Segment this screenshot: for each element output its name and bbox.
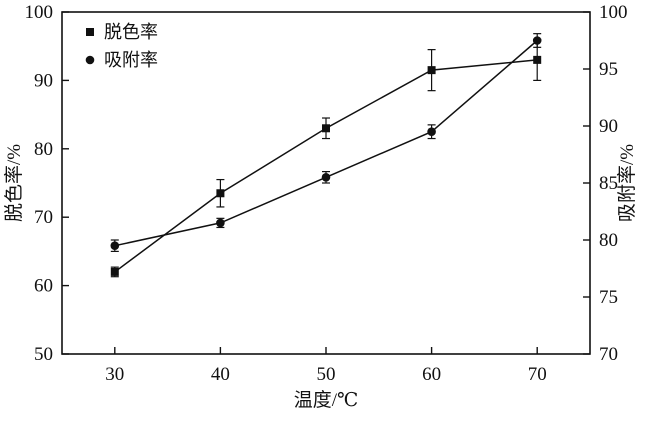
x-tick-label: 50 xyxy=(317,364,336,385)
right-y-tick-label: 100 xyxy=(599,2,628,23)
left-y-axis-label: 脱色率/% xyxy=(3,144,25,222)
legend-circle-marker xyxy=(85,55,95,65)
x-tick-label: 70 xyxy=(528,364,547,385)
left-y-tick-label: 50 xyxy=(34,344,53,365)
x-tick-label: 30 xyxy=(105,364,124,385)
right-y-axis-label: 吸附率/% xyxy=(616,144,638,222)
legend-label-0: 脱色率 xyxy=(104,22,158,42)
plot-area: 30 40 50 60 70 50 60 70 80 90 100 70 75 80 85 90 95 100 脱色… xyxy=(25,2,628,385)
circle-marker xyxy=(427,127,436,136)
circle-marker xyxy=(532,36,542,45)
circle-marker xyxy=(110,241,120,250)
left-y-tick-label: 90 xyxy=(34,70,53,91)
square-marker xyxy=(427,66,436,75)
left-y-tick-label: 100 xyxy=(25,2,54,23)
x-axis-label: 温度/℃ xyxy=(294,389,359,411)
right-y-tick-label: 70 xyxy=(599,344,618,365)
right-y-tick-label: 80 xyxy=(599,230,618,251)
left-y-tick-label: 60 xyxy=(34,276,53,297)
right-y-tick-label: 95 xyxy=(599,59,618,80)
legend-label-1: 吸附率 xyxy=(104,50,158,70)
circle-marker xyxy=(321,173,331,182)
legend-square-marker xyxy=(86,28,94,36)
circle-marker xyxy=(216,218,225,228)
series-line-0 xyxy=(114,59,538,273)
square-marker xyxy=(110,267,119,276)
right-y-tick-label: 75 xyxy=(599,287,618,308)
x-tick-label: 40 xyxy=(211,364,230,385)
square-marker xyxy=(322,124,330,133)
square-marker xyxy=(216,189,225,198)
right-y-tick-label: 90 xyxy=(599,116,618,137)
right-y-tick-label: 85 xyxy=(599,173,618,194)
square-marker xyxy=(533,55,542,64)
left-y-tick-label: 70 xyxy=(34,207,53,228)
x-tick-label: 60 xyxy=(422,364,441,385)
left-y-tick-label: 80 xyxy=(34,139,53,160)
series-line-1 xyxy=(114,39,538,247)
